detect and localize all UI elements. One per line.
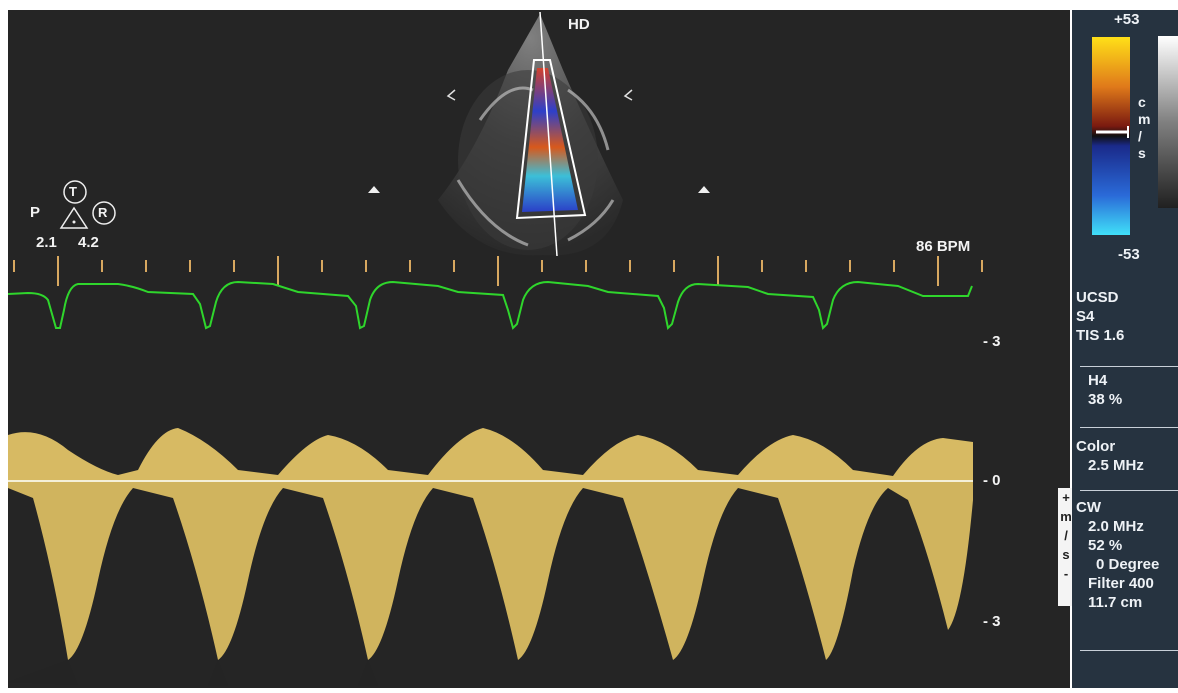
doppler-spectrum: [8, 428, 973, 686]
system-line-2: S4: [1076, 308, 1095, 325]
harmonic-line-1: H4: [1088, 372, 1108, 389]
left-arrow-icon: [368, 186, 380, 193]
velocity-scale-upper: - 3: [983, 333, 1001, 350]
cw-line-5: Filter 400: [1088, 575, 1154, 592]
cw-line-3: 52 %: [1088, 537, 1123, 554]
ultrasound-image: [8, 11, 983, 686]
color-mode-line-2: 2.5 MHz: [1088, 457, 1144, 474]
orientation-r-label: R: [98, 205, 108, 220]
image-area: HD 86 BPM P T R 2.1 4.2 - 3 - 0 - 3: [8, 10, 1070, 688]
color-scale-unit-s: s: [1138, 145, 1146, 161]
right-marker-icon: [623, 89, 633, 101]
timing-ticks: [13, 256, 983, 286]
velocity-scale-lower: - 3: [983, 613, 1001, 630]
settings-sidebar: +53: [1072, 10, 1178, 688]
orientation-value-left: 2.1: [36, 234, 57, 251]
system-line-3: TIS 1.6: [1076, 327, 1125, 344]
cw-line-6: 11.7 cm: [1088, 594, 1143, 611]
cw-line-2: 2.0 MHz: [1088, 518, 1144, 535]
velocity-unit-strip: + m / s -: [1058, 488, 1074, 606]
probe-label: HD: [568, 16, 590, 33]
divider: [1080, 427, 1178, 428]
divider: [1080, 650, 1178, 651]
right-arrow-icon: [698, 186, 710, 193]
orientation-t-label: T: [69, 184, 77, 199]
color-scale-unit-c: c: [1138, 94, 1146, 110]
color-mode-line-1: Color: [1076, 438, 1116, 455]
heart-rate: 86 BPM: [916, 238, 971, 255]
color-scale-unit-slash: /: [1138, 128, 1142, 144]
orientation-icon: [59, 180, 116, 229]
cw-line-1: CW: [1076, 499, 1101, 516]
ecg-trace: [8, 280, 973, 331]
orientation-p-label: P: [30, 204, 41, 221]
color-scale-bar: [1092, 36, 1178, 235]
divider: [1080, 366, 1178, 367]
cw-line-4: 0 Degree: [1096, 556, 1160, 573]
color-scale-unit-m: m: [1138, 111, 1151, 127]
sector-image: [368, 11, 710, 257]
left-marker-icon: [446, 89, 456, 101]
color-scale-bottom: -53: [1118, 246, 1140, 263]
system-line-1: UCSD: [1076, 289, 1119, 306]
divider: [1080, 490, 1178, 491]
harmonic-line-2: 38 %: [1088, 391, 1123, 408]
orientation-value-right: 4.2: [78, 234, 99, 251]
velocity-scale-zero: - 0: [983, 472, 1001, 489]
color-scale-top: +53: [1114, 11, 1140, 28]
